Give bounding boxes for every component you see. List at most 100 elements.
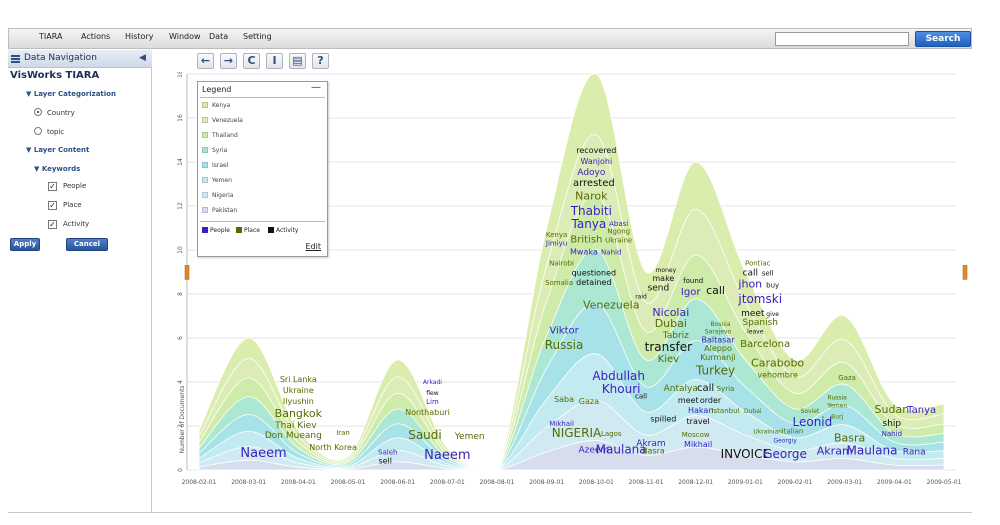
keyword-place[interactable]: Gaza [838, 374, 856, 382]
legend-item-thailand[interactable]: Thailand [202, 132, 238, 139]
cancel-button[interactable]: Cancel [66, 238, 108, 251]
keyword-place[interactable]: Italian [782, 428, 804, 436]
radio-button[interactable] [34, 108, 42, 116]
back-arrow-icon[interactable]: ← [197, 53, 214, 69]
keyword-people[interactable]: Maulana [596, 443, 647, 457]
keyword-people[interactable]: Akram [636, 439, 665, 449]
checkbox[interactable]: ✓ [48, 182, 57, 191]
layer-categorization-toggle[interactable]: ▼ Layer Categorization [26, 90, 116, 98]
legend-item-syria[interactable]: Syria [202, 147, 227, 154]
keyword-place[interactable]: British [570, 234, 602, 245]
keyword-place[interactable]: Somalia [545, 279, 573, 287]
keyword-activity[interactable]: travel [687, 417, 710, 426]
keyword-people[interactable]: George [763, 447, 807, 461]
keyword-place[interactable]: Venezuela [583, 298, 640, 311]
keyword-place[interactable]: Gaza [579, 397, 599, 406]
keyword-activity[interactable]: give [766, 311, 779, 318]
keywords-toggle[interactable]: ▼ Keywords [34, 165, 81, 173]
keyword-people[interactable]: Mwaka [570, 247, 598, 256]
keyword-place[interactable]: Thai Kiev [274, 421, 317, 431]
keyword-people[interactable]: Akram [817, 445, 853, 458]
radio-country[interactable]: Country [34, 108, 75, 117]
keyword-place[interactable]: Kurmanji [700, 353, 735, 362]
keyword-place[interactable]: vehombre [757, 371, 798, 380]
keyword-activity[interactable]: spilled [650, 415, 676, 424]
keyword-place[interactable]: Yemen [454, 432, 485, 442]
keyword-activity[interactable]: money [656, 267, 677, 274]
collapse-left-icon[interactable]: ◀ [139, 53, 146, 63]
keyword-place[interactable]: Kenya [546, 231, 567, 239]
radio-button[interactable] [34, 127, 42, 135]
keyword-place[interactable]: Ukraine [283, 386, 314, 395]
keyword-place[interactable]: Aleppo [704, 344, 732, 353]
keyword-place[interactable]: Spanish [742, 318, 778, 328]
keyword-place[interactable]: Dubai [655, 317, 687, 330]
keyword-place[interactable]: Moscow [682, 431, 710, 439]
keyword-people[interactable]: Azeem [578, 445, 609, 455]
keyword-people[interactable]: Nahid [601, 248, 621, 256]
keyword-activity[interactable]: transfer [645, 340, 692, 354]
keyword-place[interactable]: Kiev [658, 354, 679, 365]
keyword-place[interactable]: Turkey [695, 363, 735, 377]
keyword-people[interactable]: Georgiy [773, 438, 797, 445]
keyword-activity[interactable]: detained [576, 278, 611, 287]
keyword-people[interactable]: Thabiti [570, 204, 612, 218]
keyword-place[interactable]: Nairobi [549, 259, 574, 267]
keyword-people[interactable]: Mikhail [549, 420, 574, 428]
legend-item-venezuela[interactable]: Venezuela [202, 117, 243, 124]
keyword-people[interactable]: Adoyo [577, 168, 606, 178]
keyword-place[interactable]: Ngong [607, 228, 630, 236]
keyword-people[interactable]: Naeem [240, 446, 286, 461]
legend-item-yemen[interactable]: Yemen [202, 177, 232, 184]
keyword-activity[interactable]: call [743, 268, 758, 278]
text-flow-chart[interactable]: 0 2 4 6 8 10 12 14 16 18 Number of Documents 2008-0… [166, 72, 970, 492]
keyword-place[interactable]: Don Mueang [265, 431, 322, 441]
keyword-activity[interactable]: found [683, 277, 703, 285]
keyword-activity[interactable]: order [700, 396, 722, 405]
keyword-people[interactable]: Hakan [688, 406, 713, 415]
keyword-people[interactable]: Baltasar [702, 335, 736, 344]
keyword-people[interactable]: Lim [426, 398, 439, 406]
keyword-place[interactable]: Sudan [875, 403, 910, 416]
keyword-people[interactable]: Rana [903, 448, 926, 458]
menu-data[interactable]: Data [209, 32, 229, 41]
keyword-activity[interactable]: meet [741, 309, 765, 319]
checkbox-people[interactable]: ✓ People [48, 182, 86, 191]
keyword-activity[interactable]: call [697, 383, 714, 394]
menu-setting[interactable]: Setting [243, 32, 272, 41]
menu-history[interactable]: History [125, 32, 154, 41]
keyword-place[interactable]: Yemen [826, 402, 847, 409]
refresh-icon[interactable]: C [243, 53, 260, 69]
keyword-people[interactable]: Tanya [571, 217, 607, 231]
keyword-place[interactable]: Ukrainian [753, 429, 782, 436]
keyword-place[interactable]: Soviet [801, 408, 820, 415]
keyword-people[interactable]: Maulana [846, 444, 897, 458]
keyword-place[interactable]: Basra [834, 431, 865, 444]
keyword-place[interactable]: Istanbul [711, 407, 739, 415]
keyword-people[interactable]: Mikhail [684, 440, 712, 449]
keyword-place[interactable]: NIGERIA [552, 426, 602, 440]
keyword-place[interactable]: Sarajevo [705, 329, 732, 336]
help-icon[interactable]: ? [312, 53, 329, 69]
keyword-people[interactable]: Nahid [882, 430, 902, 438]
keyword-activity[interactable]: arrested [573, 178, 615, 189]
minimize-icon[interactable]: — [311, 82, 321, 93]
menu-window[interactable]: Window [169, 32, 201, 41]
apply-button[interactable]: Apply [10, 238, 40, 251]
legend-item-israel[interactable]: Israel [202, 162, 228, 169]
keyword-people[interactable]: Nicolai [652, 306, 689, 319]
keyword-place[interactable]: Saba [554, 395, 574, 404]
keyword-activity[interactable]: sell [762, 269, 774, 277]
keyword-people[interactable]: jtomski [737, 292, 782, 306]
keyword-place[interactable]: Carabobo [751, 357, 804, 370]
keyword-people[interactable]: Khouri [602, 382, 641, 396]
keyword-place[interactable]: Nonthaburi [405, 408, 450, 417]
keyword-place[interactable]: Tabriz [662, 331, 689, 341]
keyword-people[interactable]: Saleh [378, 449, 397, 457]
legend-item-pakistan[interactable]: Pakistan [202, 207, 237, 214]
keyword-people[interactable]: Jimiyu [545, 240, 567, 248]
keyword-place[interactable]: Bangkok [275, 407, 323, 420]
keyword-place[interactable]: Ilyushin [283, 397, 314, 406]
menu-tiara[interactable]: TIARA [39, 32, 63, 41]
radio-topic[interactable]: topic [34, 127, 64, 136]
